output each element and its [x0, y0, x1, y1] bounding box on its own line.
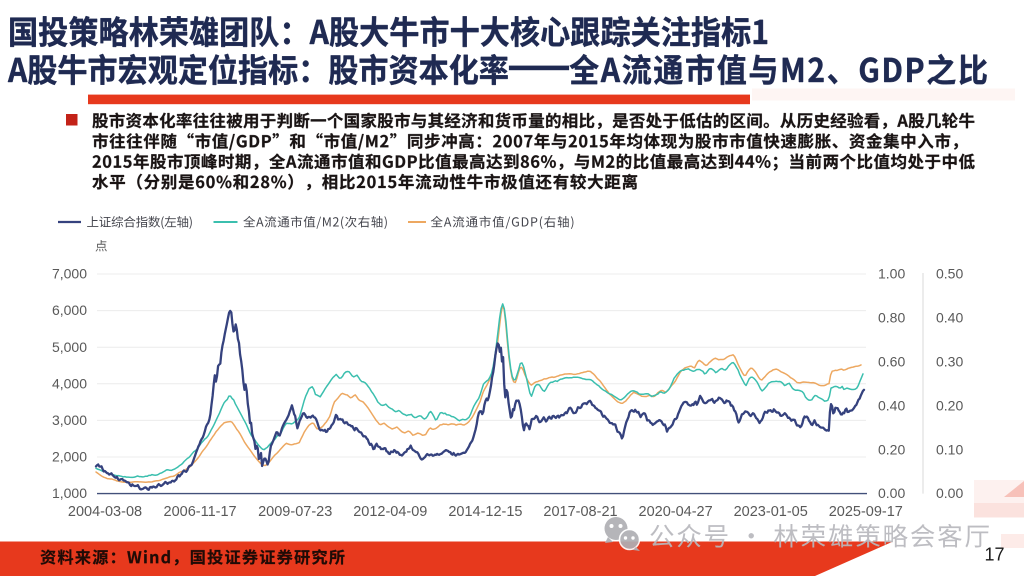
- svg-text:2023-01-05: 2023-01-05: [734, 504, 808, 520]
- svg-text:6,000: 6,000: [52, 302, 87, 318]
- svg-text:0.30: 0.30: [936, 353, 963, 369]
- svg-text:17: 17: [985, 545, 1005, 565]
- svg-text:2020-04-27: 2020-04-27: [639, 504, 713, 520]
- svg-text:2017-08-21: 2017-08-21: [543, 504, 617, 520]
- svg-text:2012-04-09: 2012-04-09: [353, 504, 427, 520]
- svg-text:0.00: 0.00: [936, 485, 963, 501]
- svg-text:0.40: 0.40: [878, 397, 905, 413]
- svg-text:0.20: 0.20: [878, 441, 905, 457]
- svg-text:5,000: 5,000: [52, 339, 87, 355]
- svg-text:2014-12-15: 2014-12-15: [448, 504, 522, 520]
- svg-text:2,000: 2,000: [52, 449, 87, 465]
- svg-text:0.80: 0.80: [878, 310, 905, 326]
- svg-text:0.20: 0.20: [936, 397, 963, 413]
- svg-text:4,000: 4,000: [52, 375, 87, 391]
- svg-text:2004-03-08: 2004-03-08: [68, 504, 142, 520]
- svg-text:0.00: 0.00: [878, 485, 905, 501]
- svg-text:1.00: 1.00: [878, 266, 905, 282]
- svg-text:2006-11-17: 2006-11-17: [164, 504, 237, 520]
- svg-text:0.50: 0.50: [936, 266, 963, 282]
- svg-text:0.40: 0.40: [936, 310, 963, 326]
- svg-text:1,000: 1,000: [52, 485, 87, 501]
- svg-text:7,000: 7,000: [52, 266, 87, 282]
- svg-text:0.10: 0.10: [936, 441, 963, 457]
- svg-text:0.60: 0.60: [878, 353, 905, 369]
- svg-text:3,000: 3,000: [52, 412, 87, 428]
- svg-text:2025-09-17: 2025-09-17: [829, 504, 903, 520]
- svg-text:2009-07-23: 2009-07-23: [258, 504, 332, 520]
